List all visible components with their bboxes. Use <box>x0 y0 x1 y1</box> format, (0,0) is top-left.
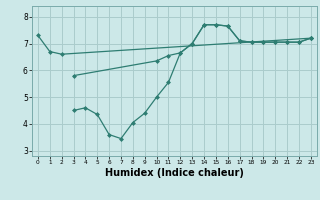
X-axis label: Humidex (Indice chaleur): Humidex (Indice chaleur) <box>105 168 244 178</box>
